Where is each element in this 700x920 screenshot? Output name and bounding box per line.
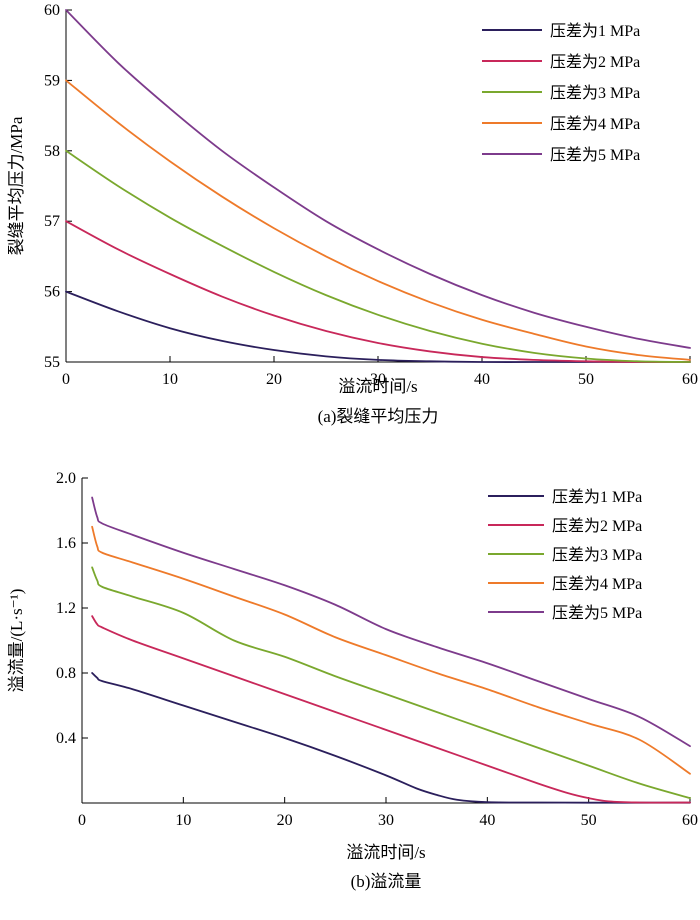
series-line-1: [65, 290, 691, 363]
legend-label: 压差为2 MPa: [552, 517, 642, 535]
legend-label: 压差为3 MPa: [552, 546, 642, 564]
x-tick-label: 50: [581, 812, 597, 829]
y-tick-label: 0.8: [56, 665, 76, 682]
series-line-3: [65, 149, 691, 363]
chart-caption: (a)裂缝平均压力: [318, 407, 439, 426]
y-tick-label: 55: [44, 354, 60, 371]
series-line-3: [91, 566, 691, 800]
legend-label: 压差为5 MPa: [550, 146, 640, 164]
chart-a: 0 10 20 30 40 50 60 55 56 57 58 59 60 溢流时间/s 裂缝平均压力/MP…: [7, 2, 698, 426]
chart-caption: (b)溢流量: [351, 872, 422, 891]
x-tick-label: 20: [277, 812, 293, 829]
legend-label: 压差为1 MPa: [550, 22, 640, 40]
series-line-2: [65, 220, 691, 363]
x-tick-label: 30: [370, 371, 386, 388]
y-tick-label: 58: [44, 143, 60, 160]
series-line-5: [65, 9, 691, 349]
x-tick-label: 40: [474, 371, 490, 388]
legend-label: 压差为3 MPa: [550, 84, 640, 102]
x-tick-label: 0: [78, 812, 86, 829]
series-line-2: [91, 615, 691, 804]
chart-b: 0 10 20 30 40 50 60 0.4 0.8 1.2 1.6 2.0 溢流时间/s 溢流量/(L…: [7, 470, 698, 891]
x-tick-label: 10: [175, 812, 191, 829]
legend-label: 压差为5 MPa: [552, 604, 642, 622]
y-tick-label: 1.6: [56, 535, 76, 552]
series-line-4: [65, 79, 691, 361]
y-tick-label: 59: [44, 72, 60, 89]
legend-label: 压差为4 MPa: [550, 115, 640, 133]
y-tick-label: 57: [44, 213, 60, 230]
x-tick-label: 50: [578, 371, 594, 388]
x-tick-label: 20: [266, 371, 282, 388]
y-tick-label: 60: [44, 2, 60, 19]
x-tick-label: 30: [378, 812, 394, 829]
y-tick-label: 2.0: [56, 470, 76, 487]
x-axis-label: 溢流时间/s: [346, 843, 425, 862]
x-tick-label: 60: [682, 371, 698, 388]
series-line-1: [91, 672, 691, 804]
legend-label: 压差为2 MPa: [550, 53, 640, 71]
y-tick-label: 56: [44, 284, 60, 301]
x-tick-label: 40: [479, 812, 495, 829]
y-tick-label: 0.4: [56, 730, 76, 747]
legend-label: 压差为1 MPa: [552, 488, 642, 506]
legend-label: 压差为4 MPa: [552, 575, 642, 593]
y-axis-label: 裂缝平均压力/MPa: [7, 116, 26, 255]
x-tick-label: 0: [62, 371, 70, 388]
y-axis-label: 溢流量/(L·s⁻¹): [7, 589, 26, 693]
series-line-4: [91, 525, 691, 775]
x-tick-label: 60: [682, 812, 698, 829]
x-axis-label: 溢流时间/s: [338, 377, 417, 396]
y-tick-label: 1.2: [56, 600, 76, 617]
series-line-5: [91, 496, 691, 748]
x-tick-label: 10: [162, 371, 178, 388]
